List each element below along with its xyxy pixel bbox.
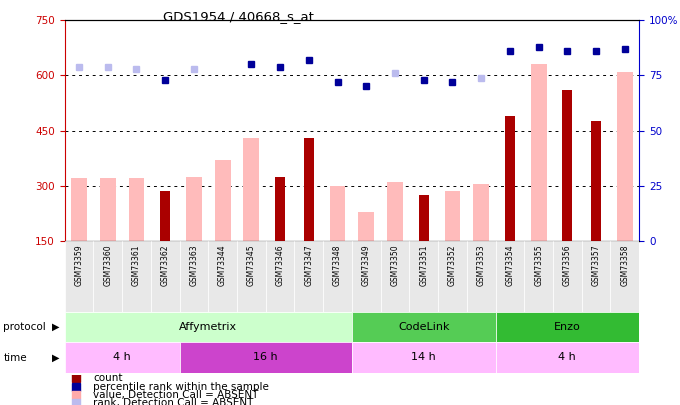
FancyBboxPatch shape — [409, 241, 438, 312]
Text: GSM73351: GSM73351 — [420, 245, 428, 286]
FancyBboxPatch shape — [466, 241, 496, 312]
Text: 4 h: 4 h — [558, 352, 576, 362]
Bar — [358, 211, 374, 241]
Text: value, Detection Call = ABSENT: value, Detection Call = ABSENT — [93, 390, 258, 400]
FancyBboxPatch shape — [266, 241, 294, 312]
FancyBboxPatch shape — [151, 241, 180, 312]
Text: GSM73353: GSM73353 — [477, 245, 486, 286]
FancyBboxPatch shape — [381, 241, 409, 312]
Text: GDS1954 / 40668_s_at: GDS1954 / 40668_s_at — [163, 10, 313, 23]
Bar — [419, 195, 429, 241]
Text: protocol: protocol — [3, 322, 46, 332]
FancyBboxPatch shape — [180, 342, 352, 373]
Text: 16 h: 16 h — [254, 352, 278, 362]
Bar — [129, 179, 144, 241]
Text: GSM73345: GSM73345 — [247, 245, 256, 286]
Bar — [562, 90, 573, 241]
Text: GSM73355: GSM73355 — [534, 245, 543, 286]
FancyBboxPatch shape — [524, 241, 553, 312]
Text: Enzo: Enzo — [554, 322, 581, 332]
FancyBboxPatch shape — [65, 312, 352, 342]
Text: GSM73348: GSM73348 — [333, 245, 342, 286]
Bar — [531, 64, 547, 241]
Bar — [215, 160, 231, 241]
Bar — [617, 72, 632, 241]
FancyBboxPatch shape — [180, 241, 208, 312]
Bar — [243, 138, 259, 241]
Text: GSM73361: GSM73361 — [132, 245, 141, 286]
FancyBboxPatch shape — [496, 312, 639, 342]
FancyBboxPatch shape — [496, 241, 524, 312]
FancyBboxPatch shape — [294, 241, 323, 312]
FancyBboxPatch shape — [352, 342, 496, 373]
Bar — [591, 122, 601, 241]
FancyBboxPatch shape — [581, 241, 611, 312]
FancyBboxPatch shape — [438, 241, 466, 312]
FancyBboxPatch shape — [352, 241, 381, 312]
Text: 14 h: 14 h — [411, 352, 436, 362]
Text: GSM73347: GSM73347 — [305, 245, 313, 286]
Text: GSM73350: GSM73350 — [390, 245, 399, 286]
Bar — [330, 186, 345, 241]
FancyBboxPatch shape — [611, 241, 639, 312]
FancyBboxPatch shape — [352, 312, 496, 342]
Text: GSM73354: GSM73354 — [505, 245, 514, 286]
Text: 4 h: 4 h — [113, 352, 131, 362]
Text: GSM73346: GSM73346 — [275, 245, 284, 286]
Bar — [275, 177, 285, 241]
Text: GSM73349: GSM73349 — [362, 245, 371, 286]
Bar — [505, 116, 515, 241]
Bar — [445, 191, 460, 241]
FancyBboxPatch shape — [93, 241, 122, 312]
Text: GSM73352: GSM73352 — [448, 245, 457, 286]
Text: GSM73356: GSM73356 — [563, 245, 572, 286]
Text: GSM73358: GSM73358 — [620, 245, 629, 286]
Text: GSM73344: GSM73344 — [218, 245, 227, 286]
FancyBboxPatch shape — [65, 241, 93, 312]
Text: GSM73363: GSM73363 — [190, 245, 199, 286]
FancyBboxPatch shape — [122, 241, 151, 312]
FancyBboxPatch shape — [553, 241, 581, 312]
FancyBboxPatch shape — [65, 342, 180, 373]
Text: percentile rank within the sample: percentile rank within the sample — [93, 382, 269, 392]
Text: ▶: ▶ — [52, 322, 60, 332]
Bar — [473, 184, 489, 241]
Text: GSM73362: GSM73362 — [160, 245, 169, 286]
Text: CodeLink: CodeLink — [398, 322, 449, 332]
Text: rank, Detection Call = ABSENT: rank, Detection Call = ABSENT — [93, 398, 254, 405]
Text: GSM73360: GSM73360 — [103, 245, 112, 286]
FancyBboxPatch shape — [237, 241, 266, 312]
FancyBboxPatch shape — [323, 241, 352, 312]
Text: ▶: ▶ — [52, 353, 60, 362]
Text: count: count — [93, 373, 123, 383]
Text: time: time — [3, 353, 27, 362]
Text: GSM73357: GSM73357 — [592, 245, 600, 286]
Bar — [160, 191, 170, 241]
FancyBboxPatch shape — [496, 342, 639, 373]
Bar — [100, 179, 116, 241]
Bar — [71, 179, 87, 241]
Bar — [304, 138, 314, 241]
Text: GSM73359: GSM73359 — [75, 245, 84, 286]
Bar — [186, 177, 202, 241]
FancyBboxPatch shape — [208, 241, 237, 312]
Bar — [387, 182, 403, 241]
Text: Affymetrix: Affymetrix — [180, 322, 237, 332]
